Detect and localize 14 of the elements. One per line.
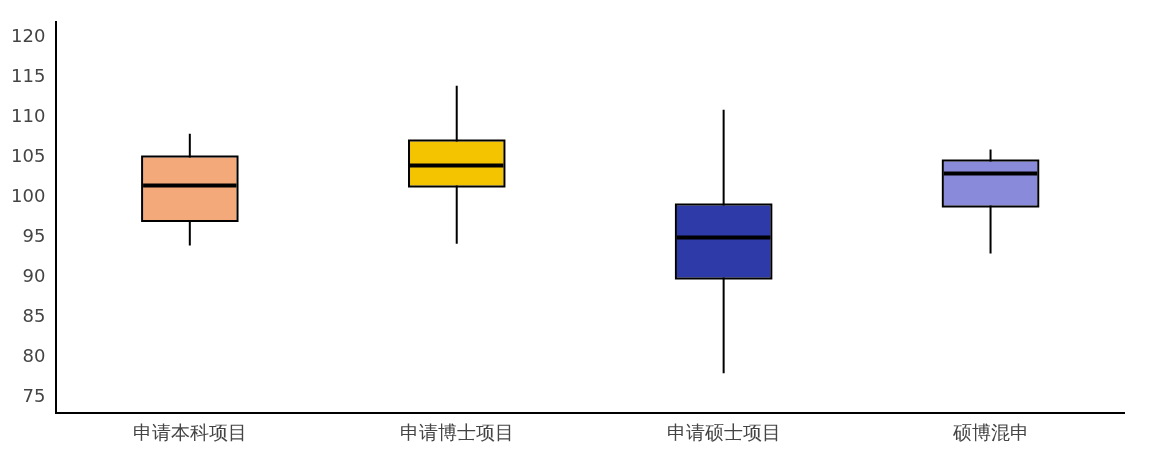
x-tick-label: 申请博士项目 <box>399 420 514 443</box>
y-tick-label: 110 <box>11 105 46 127</box>
y-tick-label: 105 <box>11 145 46 167</box>
x-tick-label: 申请硕士项目 <box>666 420 781 443</box>
y-tick-label: 90 <box>22 265 46 287</box>
y-tick-label: 75 <box>22 384 46 406</box>
x-tick-label: 硕博混申 <box>951 420 1029 443</box>
y-tick-label: 120 <box>11 25 46 47</box>
x-tick-label: 申请本科项目 <box>132 420 247 443</box>
y-tick-label: 100 <box>11 185 46 207</box>
y-tick-label: 80 <box>22 344 46 366</box>
y-tick-label: 95 <box>22 225 46 247</box>
y-tick-label: 115 <box>11 65 46 87</box>
y-tick-label: 85 <box>22 305 46 327</box>
